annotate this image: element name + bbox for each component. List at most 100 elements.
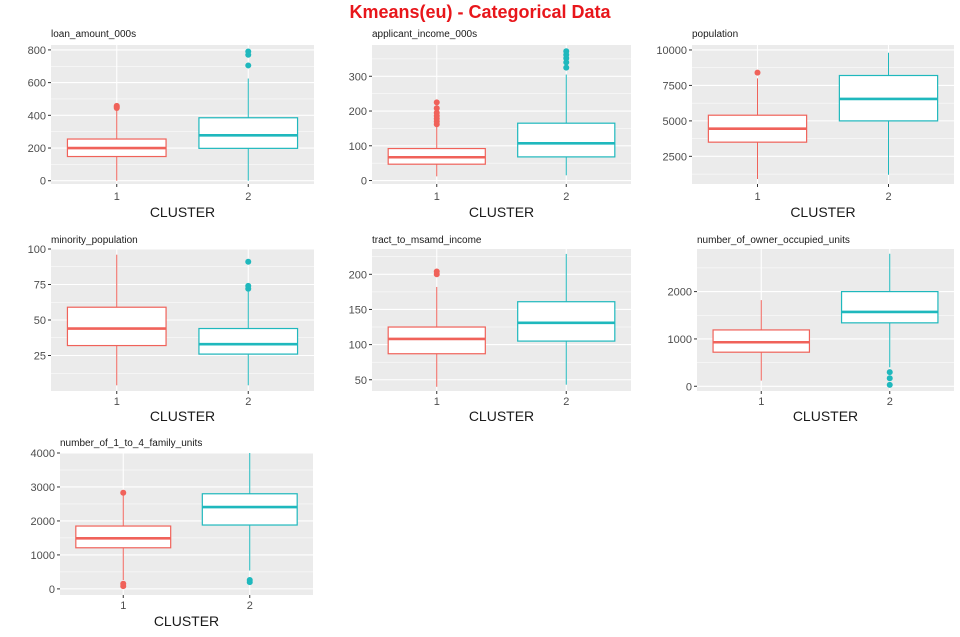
y-tick-label: 800 (28, 45, 46, 57)
outlier-point (563, 59, 570, 66)
iqr-box (66, 306, 167, 347)
outlier-point (563, 48, 570, 55)
x-axis-title: CLUSTER (150, 204, 215, 220)
y-tick-label: 10000 (656, 45, 687, 57)
box-cluster-1 (66, 102, 167, 181)
main-title: Kmeans(eu) - Categorical Data (349, 2, 611, 22)
x-tick-label: 2 (885, 191, 891, 203)
box-cluster-1 (75, 489, 172, 590)
outlier-point (245, 62, 252, 69)
panel-number-of-owner-occupied-units: number_of_owner_occupied_units 0 1000 2000 1… (668, 235, 954, 424)
x-tick-label: 2 (247, 600, 253, 612)
panel-population: population 2500 5000 7500 10000 1 2 CLUSTER (656, 29, 954, 220)
y-tick-label: 50 (355, 375, 367, 387)
panel-title: number_of_owner_occupied_units (697, 235, 850, 246)
x-tick-label: 1 (120, 600, 126, 612)
box-cluster-2 (201, 453, 298, 586)
y-tick-label: 400 (28, 110, 46, 122)
y-tick-label: 150 (349, 304, 367, 316)
outlier-point (433, 109, 440, 116)
panel-number-of-1-to-4-family-units: number_of_1_to_4_family_units 0 1000 2000 30… (31, 438, 313, 629)
x-axis-title: CLUSTER (469, 204, 534, 220)
x-tick-label: 2 (563, 396, 569, 408)
x-tick-label: 1 (114, 191, 120, 203)
panel-title: applicant_income_000s (372, 29, 477, 40)
iqr-box (840, 291, 939, 324)
outlier-point (754, 69, 761, 76)
x-tick-label: 2 (887, 396, 893, 408)
box-cluster-2 (198, 48, 299, 181)
panel-title: population (692, 29, 738, 40)
panel-loan-amount-000s: loan_amount_000s 0 200 400 600 800 1 2 CLUSTER (28, 29, 314, 220)
y-tick-label: 25 (34, 351, 46, 363)
box-cluster-1 (712, 300, 811, 381)
outlier-point (563, 64, 570, 71)
y-tick-label: 3000 (31, 482, 55, 494)
y-tick-label: 50 (34, 315, 46, 327)
x-tick-label: 1 (434, 191, 440, 203)
x-axis-title: CLUSTER (150, 408, 215, 424)
outlier-point (433, 105, 440, 112)
box-cluster-2 (198, 258, 299, 386)
y-tick-label: 200 (28, 143, 46, 155)
y-tick-label: 5000 (663, 116, 687, 128)
y-tick-label: 100 (28, 244, 46, 256)
y-tick-label: 7500 (663, 80, 687, 92)
panel-title: loan_amount_000s (51, 29, 136, 40)
outlier-point (245, 48, 252, 55)
outlier-point (886, 369, 893, 376)
outlier-point (245, 258, 252, 265)
outlier-point (120, 489, 127, 496)
iqr-box (517, 122, 616, 158)
iqr-box (75, 525, 172, 549)
box-cluster-2 (517, 253, 616, 385)
x-tick-label: 2 (563, 191, 569, 203)
iqr-box (517, 301, 616, 342)
y-tick-label: 2000 (668, 287, 692, 299)
outlier-point (886, 375, 893, 382)
y-tick-label: 2500 (663, 151, 687, 163)
box-cluster-2 (838, 52, 939, 175)
box-cluster-1 (387, 99, 486, 177)
y-tick-label: 200 (349, 106, 367, 118)
y-tick-label: 300 (349, 71, 367, 83)
plot-background (51, 45, 314, 184)
y-tick-label: 100 (349, 141, 367, 153)
x-tick-label: 1 (754, 191, 760, 203)
panel-title: number_of_1_to_4_family_units (60, 438, 202, 449)
outlier-point (433, 268, 440, 275)
y-tick-label: 2000 (31, 516, 55, 528)
y-tick-label: 600 (28, 78, 46, 90)
y-tick-label: 4000 (31, 448, 55, 460)
panel-minority-population: minority_population 25 50 75 100 1 2 CLUSTER (28, 235, 314, 424)
outlier-point (433, 99, 440, 106)
y-tick-label: 200 (349, 269, 367, 281)
panel-applicant-income-000s: applicant_income_000s 0 100 200 300 1 2 CLUSTER (349, 29, 631, 220)
outlier-point (120, 580, 127, 587)
y-tick-label: 1000 (668, 334, 692, 346)
y-tick-label: 0 (686, 381, 692, 393)
x-tick-label: 2 (245, 396, 251, 408)
y-tick-label: 0 (40, 176, 46, 188)
x-tick-label: 2 (245, 191, 251, 203)
outlier-point (246, 577, 253, 584)
outlier-point (245, 282, 252, 289)
x-tick-label: 1 (758, 396, 764, 408)
panel-title: minority_population (51, 235, 138, 246)
y-tick-label: 0 (49, 584, 55, 596)
box-cluster-2 (517, 48, 616, 176)
y-tick-label: 100 (349, 340, 367, 352)
y-tick-label: 0 (361, 176, 367, 188)
box-cluster-2 (840, 253, 939, 388)
iqr-box (198, 117, 299, 149)
x-axis-title: CLUSTER (790, 204, 855, 220)
outlier-point (113, 102, 120, 109)
iqr-box (198, 327, 299, 355)
iqr-box (387, 326, 486, 355)
y-tick-label: 1000 (31, 550, 55, 562)
x-axis-title: CLUSTER (154, 613, 219, 629)
panel-tract-to-msamd-income: tract_to_msamd_income 50 100 150 200 1 2 CLUSTE… (349, 235, 631, 424)
x-tick-label: 1 (114, 396, 120, 408)
box-cluster-1 (707, 69, 808, 180)
panel-title: tract_to_msamd_income (372, 235, 482, 246)
